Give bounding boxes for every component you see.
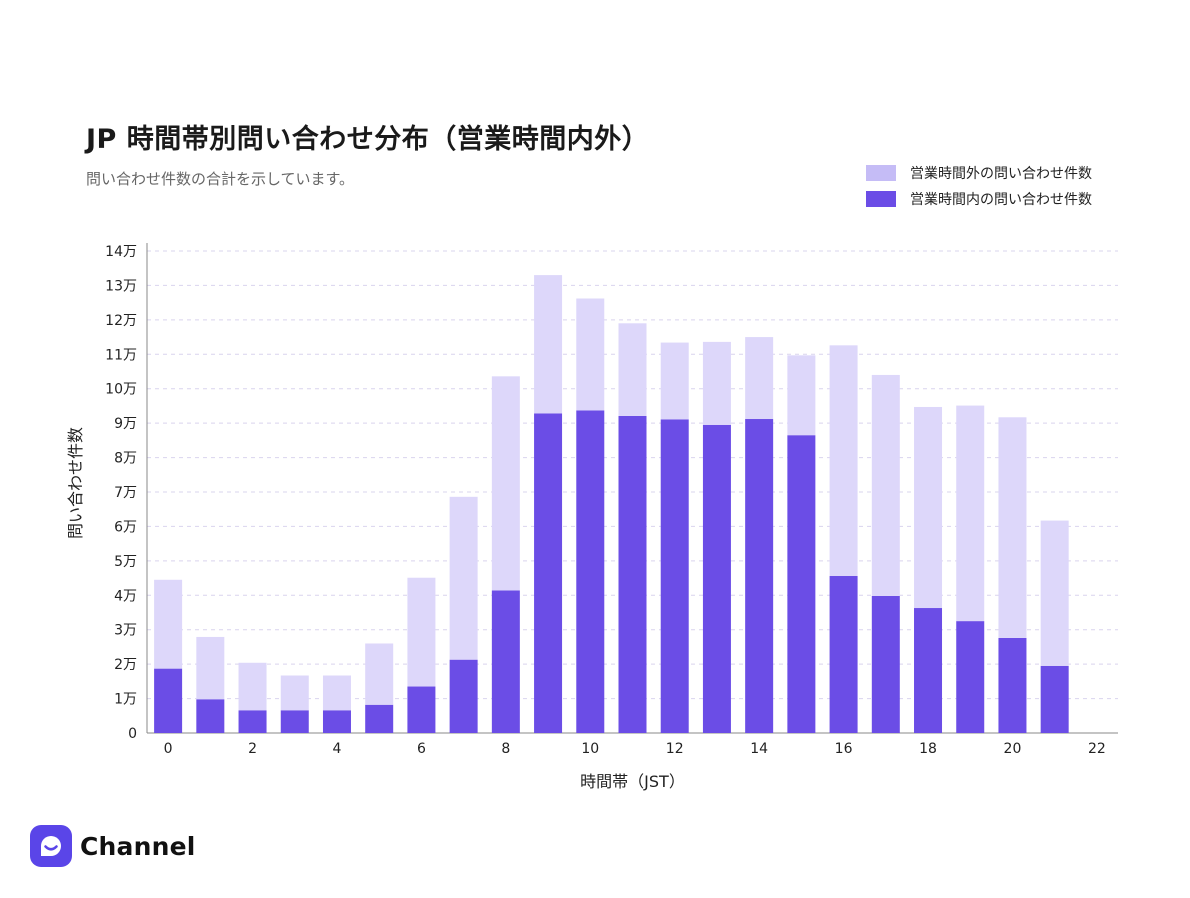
chart-legend: 営業時間外の問い合わせ件数 営業時間内の問い合わせ件数 [866,160,1092,212]
bar-business-hours [576,410,605,733]
bar-outside-hours [154,579,183,669]
bar-outside-hours [280,675,309,711]
y-tick-label: 5万 [114,554,137,570]
bar-outside-hours [787,355,816,436]
bar-business-hours [491,590,520,733]
bar-business-hours [365,704,394,733]
bar-business-hours [618,415,647,733]
y-tick-label: 8万 [114,451,137,467]
channel-logo-icon [30,825,72,867]
legend-swatch-business-hours [866,191,896,207]
bar-outside-hours [491,376,520,591]
x-tick-label: 4 [333,741,342,757]
x-tick-label: 0 [164,741,173,757]
y-tick-label: 1万 [114,692,137,708]
bar-business-hours [534,413,563,733]
x-tick-label: 2 [248,741,257,757]
bar-business-hours [407,686,436,733]
bar-outside-hours [407,577,436,687]
bar-outside-hours [1040,520,1069,666]
bar-outside-hours [914,406,943,609]
bar-outside-hours [829,345,858,577]
y-tick-label: 6万 [114,519,137,535]
chart-title: JP 時間帯別問い合わせ分布（営業時間内外） [86,124,650,155]
bar-business-hours [154,668,183,733]
bar-business-hours [322,710,351,733]
x-tick-label: 22 [1088,741,1106,757]
bar-outside-hours [956,405,985,622]
channel-logo: Channel [30,825,196,867]
bar-outside-hours [449,496,478,660]
bar-outside-hours [238,662,267,711]
bar-business-hours [1040,665,1069,733]
bar-business-hours [660,419,689,733]
y-tick-label: 11万 [105,347,137,363]
x-tick-label: 12 [666,741,684,757]
x-tick-label: 10 [581,741,599,757]
bar-outside-hours [745,337,774,420]
bar-outside-hours [702,341,731,425]
x-axis-title: 時間帯（JST） [580,772,685,791]
y-axis-title: 問い合わせ件数 [66,427,85,539]
bar-business-hours [829,576,858,733]
y-tick-label: 10万 [105,382,137,398]
bar-business-hours [196,699,225,733]
bar-outside-hours [534,275,563,414]
bar-business-hours [956,621,985,733]
y-tick-label: 13万 [105,278,137,294]
bar-outside-hours [998,417,1027,638]
legend-label-outside-hours: 営業時間外の問い合わせ件数 [910,166,1092,182]
y-tick-label: 12万 [105,313,137,329]
x-tick-label: 8 [501,741,510,757]
x-tick-label: 18 [919,741,937,757]
y-tick-label: 0 [128,726,137,742]
bar-business-hours [787,435,816,733]
x-tick-label: 20 [1004,741,1022,757]
legend-swatch-outside-hours [866,165,896,181]
y-tick-label: 2万 [114,657,137,673]
legend-item-business-hours: 営業時間内の問い合わせ件数 [866,186,1092,212]
bar-business-hours [238,710,267,733]
x-tick-label: 14 [750,741,768,757]
bar-business-hours [914,608,943,733]
bar-outside-hours [365,643,394,705]
y-tick-label: 14万 [105,244,137,260]
bar-business-hours [745,419,774,733]
y-tick-label: 3万 [114,623,137,639]
legend-label-business-hours: 営業時間内の問い合わせ件数 [910,192,1092,208]
bar-business-hours [998,637,1027,733]
chart-subtitle: 問い合わせ件数の合計を示しています。 [86,170,355,188]
channel-logo-text: Channel [80,831,196,861]
x-tick-label: 6 [417,741,426,757]
legend-item-outside-hours: 営業時間外の問い合わせ件数 [866,160,1092,186]
bar-outside-hours [322,675,351,711]
bar-business-hours [280,710,309,733]
x-tick-label: 16 [835,741,853,757]
bar-outside-hours [618,323,647,416]
bar-outside-hours [576,298,605,411]
bar-outside-hours [660,342,689,420]
bar-business-hours [449,659,478,733]
bar-outside-hours [871,374,900,596]
y-tick-label: 7万 [114,485,137,501]
bar-business-hours [702,424,731,733]
y-tick-label: 4万 [114,588,137,604]
bar-outside-hours [196,636,225,700]
bar-business-hours [871,595,900,733]
y-tick-label: 9万 [114,416,137,432]
